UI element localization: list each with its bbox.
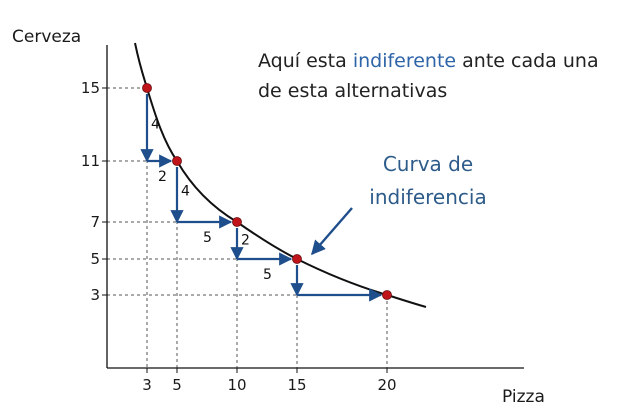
indifference-annotation-line1: Aquí esta indiferente ante cada una [258, 50, 599, 72]
y-tick-labels: 3 5 7 11 15 [81, 79, 107, 304]
bundle-point-3 [292, 254, 302, 264]
x-tick-15: 15 [287, 376, 306, 394]
curve-label-arrow [311, 207, 353, 256]
curve-label-line1: Curva de [383, 152, 473, 176]
step-dx-label-1: 5 [203, 230, 212, 246]
annotation-prefix: Aquí esta [258, 50, 353, 72]
x-tick-20: 20 [377, 376, 396, 394]
y-axis-label: Cerveza [12, 27, 81, 47]
y-tick-7: 7 [90, 213, 100, 231]
bundle-point-0 [142, 83, 152, 93]
curve-label-line2: indiferencia [369, 185, 486, 209]
bundle-point-1 [172, 156, 182, 166]
x-axis-label: Pizza [502, 387, 545, 407]
y-tick-5: 5 [90, 250, 100, 268]
y-tick-11: 11 [81, 152, 100, 170]
step-dy-label-2: 2 [241, 233, 250, 249]
x-tick-3: 3 [142, 376, 152, 394]
x-tick-5: 5 [172, 376, 182, 394]
step-dy-label-0: 4 [151, 117, 160, 133]
x-tick-labels: 3 5 10 15 20 [142, 368, 397, 394]
step-dx-label-0: 2 [158, 169, 167, 185]
indifference-annotation-line2: de esta alternativas [258, 80, 447, 102]
bundle-point-2 [232, 217, 242, 227]
annotation-highlight: indiferente [353, 50, 456, 72]
annotation-suffix: ante cada una [456, 50, 598, 72]
step-dy-label-1: 4 [181, 184, 190, 200]
step-dx-label-2: 5 [263, 267, 272, 283]
y-tick-3: 3 [90, 286, 100, 304]
y-tick-15: 15 [81, 79, 100, 97]
bundle-points [142, 83, 392, 300]
bundle-point-4 [382, 290, 392, 300]
x-tick-10: 10 [227, 376, 246, 394]
